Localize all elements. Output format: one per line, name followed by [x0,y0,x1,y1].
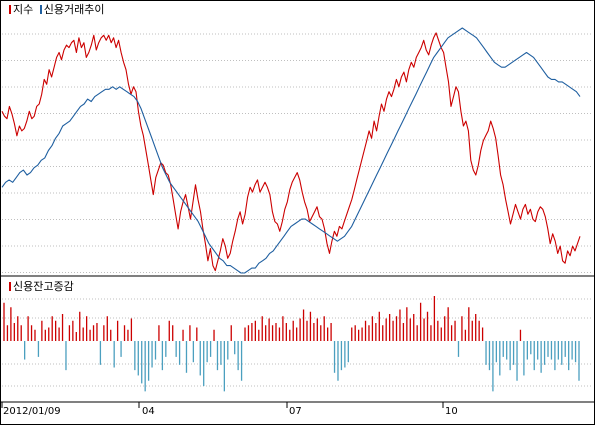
legend-label-balance: 신용잔고증감 [13,280,74,293]
legend-label-credit: 신용거래추이 [43,3,105,16]
legend-swatch-balance [9,282,11,291]
bottom-legend: 신용잔고증감 [9,281,74,293]
credit-line [1,27,581,274]
legend-label-index: 지수 [13,3,34,16]
x-tick-label: 10 [445,406,458,417]
x-tick-label: 07 [289,406,302,417]
legend-swatch-index [9,5,11,14]
x-tick-label: 2012/01/09 [3,406,61,417]
legend-swatch-credit [39,5,42,14]
index-line [1,32,581,272]
top-legend: 지수 신용거래추이 [9,4,104,16]
x-tick-label: 04 [142,406,155,417]
